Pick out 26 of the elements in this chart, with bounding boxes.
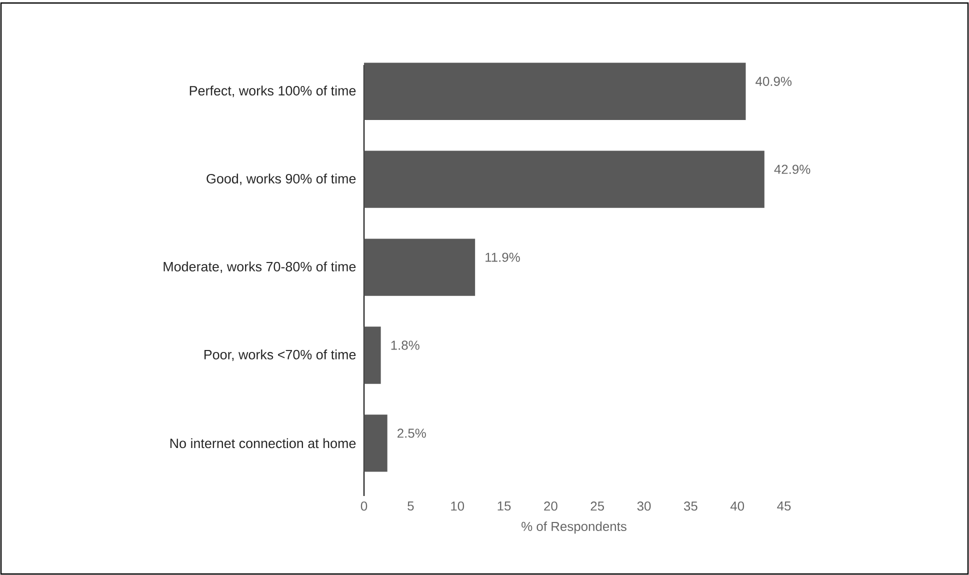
x-tick-label: 25 xyxy=(590,502,604,511)
x-tick-label: 40 xyxy=(730,502,744,511)
x-tick-label: 35 xyxy=(684,502,698,511)
x-tick-label: 5 xyxy=(408,502,414,511)
x-tick-label: 0 xyxy=(360,502,368,511)
bar xyxy=(364,150,764,208)
y-tick-label: No internet connection at home xyxy=(170,438,356,448)
x-tick-label: 15 xyxy=(498,502,511,511)
x-axis-title: % of Respondents xyxy=(522,522,626,534)
data-label: 40.9% xyxy=(756,76,792,86)
x-tick-label: 30 xyxy=(637,502,651,511)
bar xyxy=(364,414,388,472)
data-label: 2.5% xyxy=(398,428,426,438)
bar xyxy=(364,62,746,120)
y-tick-label: Moderate, works 70-80% of time xyxy=(164,262,356,274)
bar xyxy=(364,326,381,384)
x-tick-label: 20 xyxy=(544,502,558,511)
data-label: 1.8% xyxy=(391,340,420,350)
x-tick-label: 10 xyxy=(451,502,464,511)
x-tick-label: 45 xyxy=(777,502,791,511)
bar xyxy=(364,238,476,296)
y-tick-label: Good, works 90% of time xyxy=(206,174,356,186)
data-label: 11.9% xyxy=(486,252,520,262)
y-tick-label: Poor, works <70% of time xyxy=(204,350,356,361)
data-label: 42.9% xyxy=(774,164,810,174)
y-tick-label: Perfect, works 100% of time xyxy=(190,86,356,98)
